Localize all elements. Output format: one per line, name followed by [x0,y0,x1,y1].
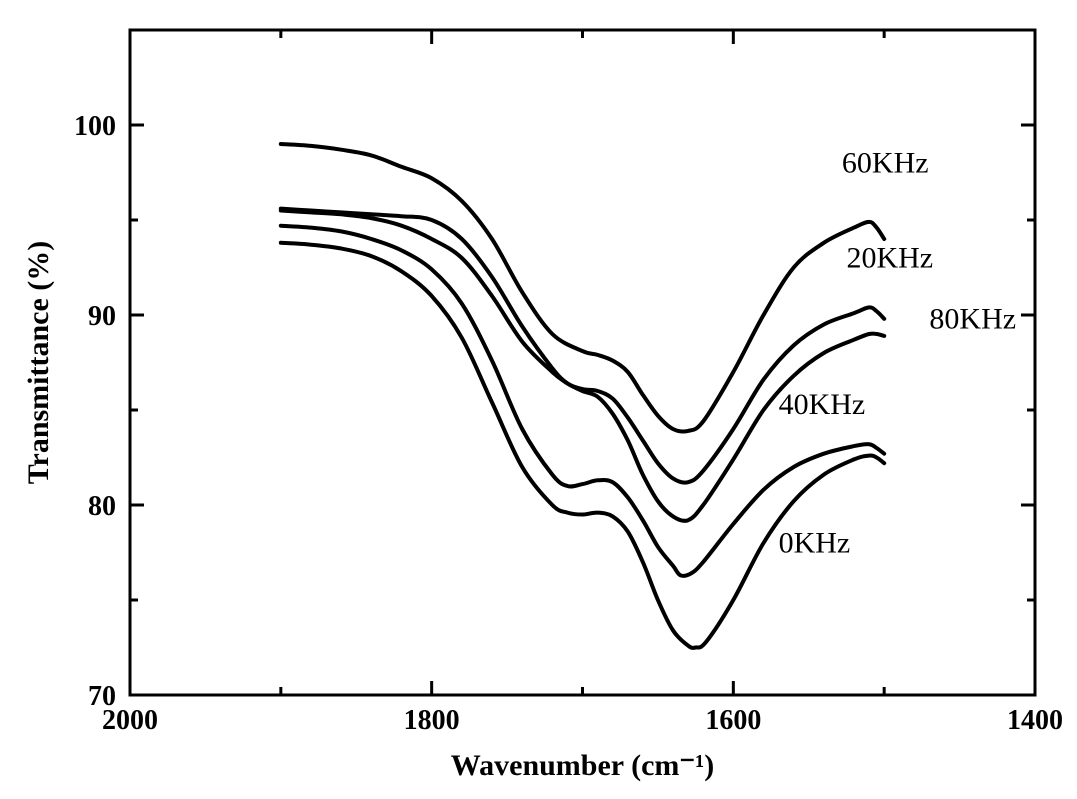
x-tick-label: 1400 [1007,705,1063,736]
ftir-transmittance-chart: 200018001600140070809010060KHz20KHz80KHz… [0,0,1077,799]
series-label: 60KHz [842,147,929,180]
x-axis-label: Wavenumber (cm⁻¹) [451,749,714,782]
x-tick-label: 1800 [404,705,460,736]
series-label: 40KHz [779,388,866,421]
series-line [281,243,884,648]
series-label: 20KHz [846,242,933,275]
series-label: 80KHz [929,302,1016,335]
y-tick-label: 100 [74,111,116,142]
series-label: 0KHz [779,527,851,560]
series-line [281,209,884,483]
y-axis-label: Transmittance (%) [22,241,55,485]
y-tick-label: 80 [88,491,116,522]
chart-svg: 200018001600140070809010060KHz20KHz80KHz… [0,0,1077,799]
y-tick-label: 90 [88,301,116,332]
y-tick-label: 70 [88,681,116,712]
plot-frame [130,30,1035,695]
x-tick-label: 1600 [705,705,761,736]
